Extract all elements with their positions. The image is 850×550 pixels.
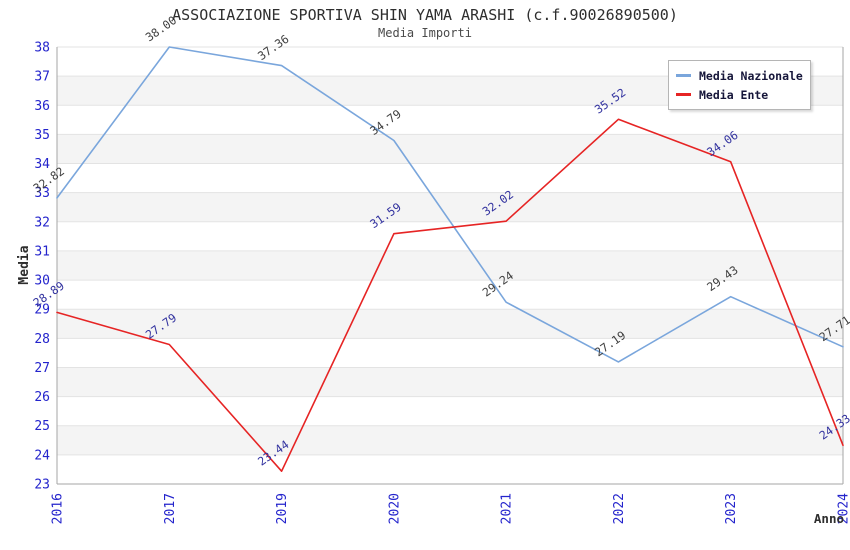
y-tick-label-32: 32	[34, 215, 50, 230]
plot-band	[57, 105, 843, 135]
x-tick-label-2021: 2021	[500, 493, 515, 524]
plot-band	[57, 221, 843, 251]
y-tick-label-37: 37	[34, 70, 50, 85]
x-tick-label-2023: 2023	[724, 493, 739, 524]
plot-band	[57, 163, 843, 193]
y-tick-label-38: 38	[34, 41, 50, 56]
plot-band	[57, 309, 843, 339]
legend-swatch-icon	[676, 74, 691, 77]
legend-swatch-icon	[676, 93, 691, 96]
y-tick-label-30: 30	[34, 274, 50, 289]
legend-item-media-nazionale: Media Nazionale	[676, 66, 804, 85]
y-tick-label-26: 26	[34, 390, 50, 405]
series-line-media-ente	[56, 118, 844, 473]
plot-band	[57, 367, 843, 397]
y-tick-label-23: 23	[34, 478, 50, 493]
y-tick-label-36: 36	[34, 99, 50, 114]
x-axis-title: Anno	[814, 511, 844, 526]
y-tick-label-28: 28	[34, 332, 50, 347]
y-tick-label-24: 24	[34, 448, 50, 463]
x-tick-label-2017: 2017	[163, 493, 178, 524]
x-tick-label-2016: 2016	[51, 493, 66, 524]
plot-band	[57, 280, 843, 310]
x-tick-label-2019: 2019	[275, 493, 290, 524]
plot-band	[57, 134, 843, 164]
series-line-media-nazionale	[56, 46, 844, 363]
chart-title: ASSOCIAZIONE SPORTIVA SHIN YAMA ARASHI (…	[172, 6, 678, 24]
y-tick-label-33: 33	[34, 186, 50, 201]
plot-band	[57, 425, 843, 455]
x-tick-label-2022: 2022	[612, 493, 627, 524]
y-tick-label-29: 29	[34, 303, 50, 318]
x-tick-label-2024: 2024	[837, 493, 850, 524]
plot-band	[57, 338, 843, 368]
plot-band	[57, 192, 843, 222]
legend-item-media-ente: Media Ente	[676, 85, 804, 104]
chart-subtitle: Media Importi	[378, 26, 472, 40]
y-axis-title: Media	[17, 245, 32, 284]
chart-legend: Media Nazionale Media Ente	[668, 60, 811, 110]
x-tick-label-2020: 2020	[387, 493, 402, 524]
legend-item-label: Media Nazionale	[699, 68, 803, 83]
y-tick-label-34: 34	[34, 157, 50, 172]
y-tick-label-27: 27	[34, 361, 50, 376]
y-tick-label-35: 35	[34, 128, 50, 143]
legend-item-label: Media Ente	[699, 87, 769, 102]
plot-band	[57, 250, 843, 281]
y-tick-label-25: 25	[34, 419, 50, 434]
y-tick-label-31: 31	[34, 244, 50, 259]
plot-band	[57, 454, 843, 484]
plot-band	[57, 396, 843, 426]
